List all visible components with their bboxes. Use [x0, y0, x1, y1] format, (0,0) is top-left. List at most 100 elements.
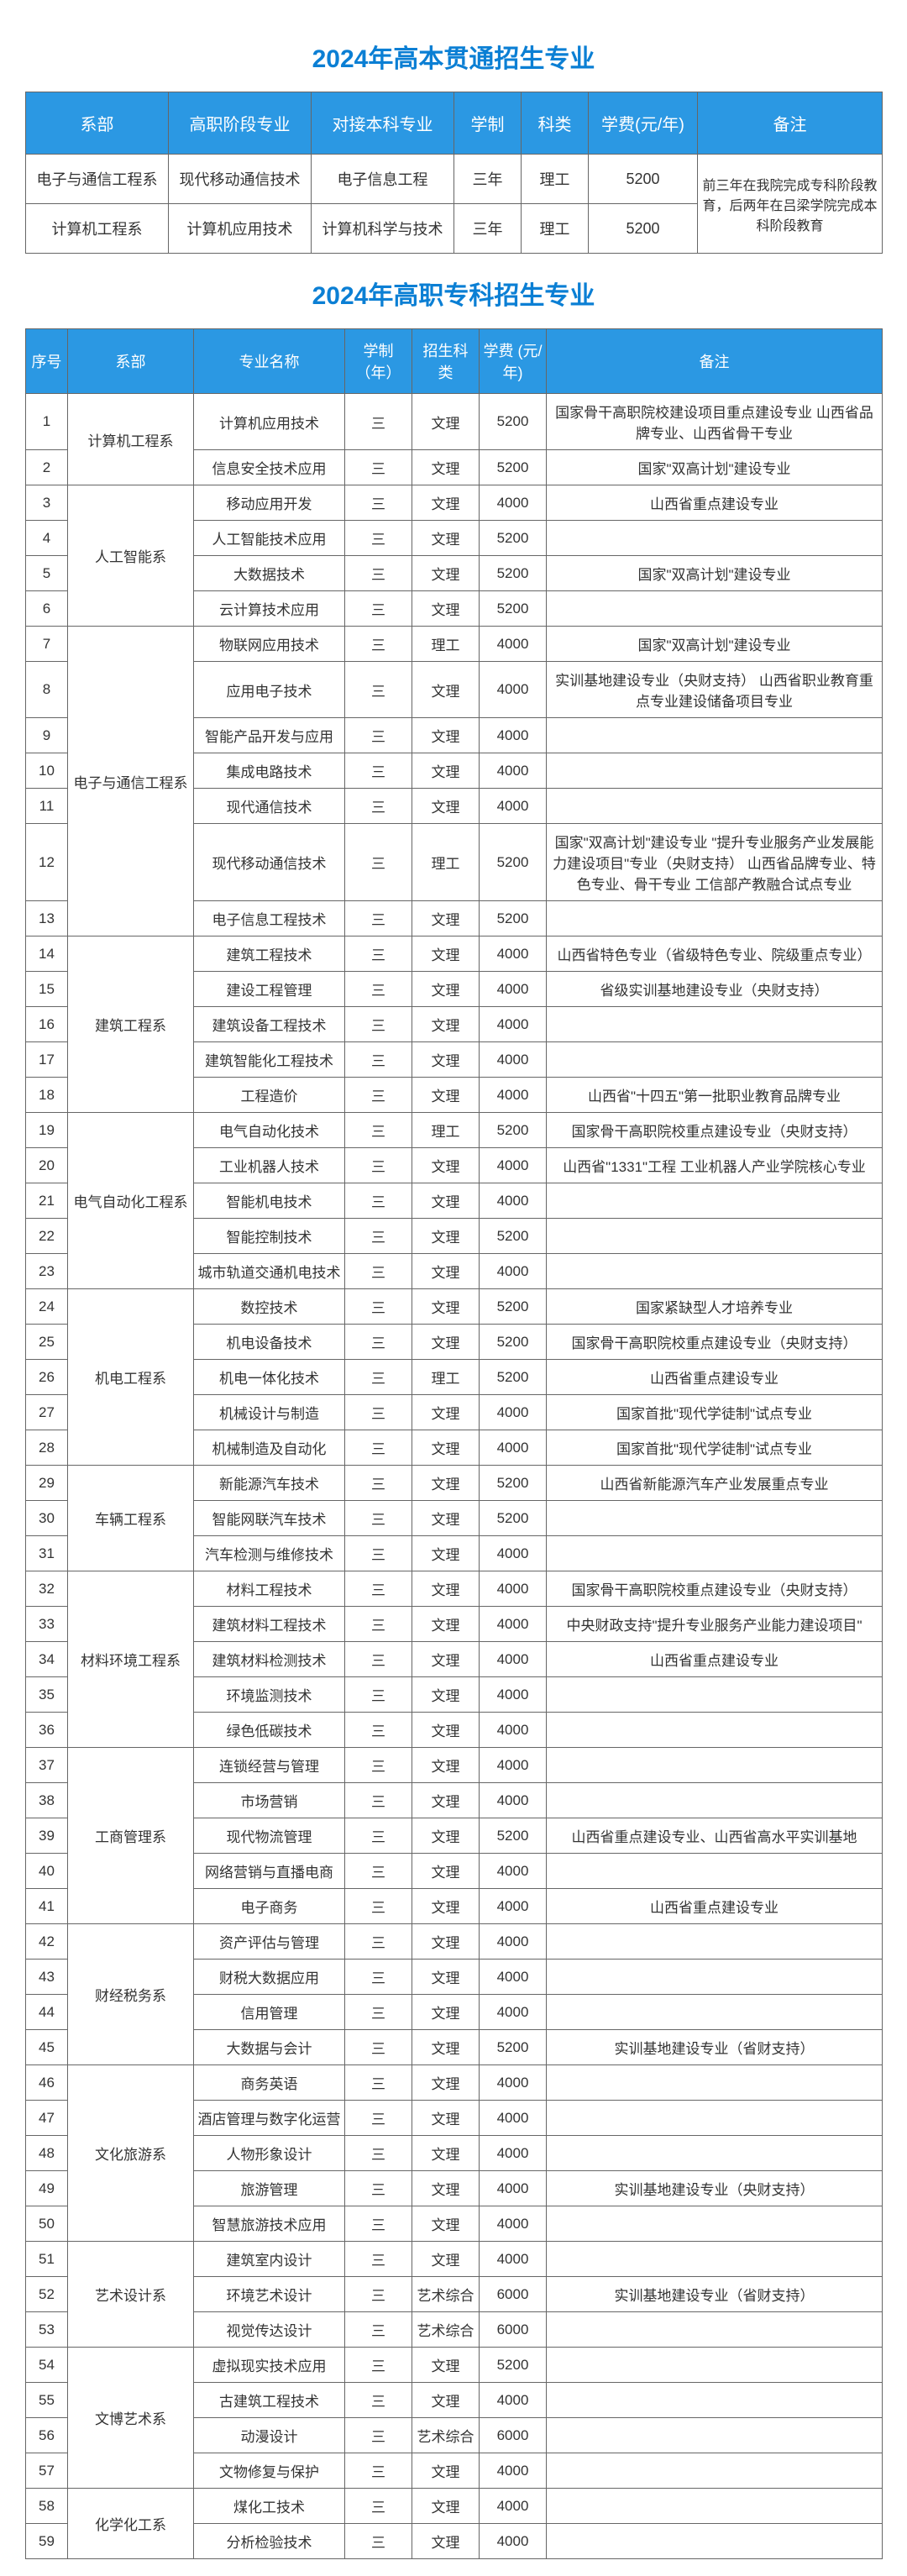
- table-cell: 三: [345, 972, 412, 1007]
- table-cell: 国家"双高计划"建设专业: [547, 450, 883, 485]
- row-num: 59: [26, 2524, 68, 2559]
- row-num: 5: [26, 556, 68, 591]
- table-cell: 4000: [480, 1042, 547, 1078]
- table-cell: 5200: [480, 2030, 547, 2065]
- table-cell: 文理: [412, 901, 480, 936]
- table-cell: 信息安全技术应用: [194, 450, 345, 485]
- table-row: 电子与通信工程系现代移动通信技术电子信息工程三年理工5200前三年在我院完成专科…: [26, 155, 883, 204]
- table-cell: 山西省新能源汽车产业发展重点专业: [547, 1466, 883, 1501]
- table-cell: [547, 1995, 883, 2030]
- row-num: 27: [26, 1395, 68, 1430]
- table-cell: 三: [345, 753, 412, 789]
- table-cell: 大数据技术: [194, 556, 345, 591]
- table-cell: 4000: [480, 718, 547, 753]
- table-cell: 5200: [480, 824, 547, 901]
- table-cell: 三: [345, 2030, 412, 2065]
- table-cell: 分析检验技术: [194, 2524, 345, 2559]
- table-cell: 三: [345, 450, 412, 485]
- table-cell: 电子信息工程: [312, 155, 454, 204]
- row-num: 26: [26, 1360, 68, 1395]
- table-cell: 建筑智能化工程技术: [194, 1042, 345, 1078]
- table-cell: 4000: [480, 2489, 547, 2524]
- table-cell: 三: [345, 1571, 412, 1607]
- table-cell: 文理: [412, 1007, 480, 1042]
- table-cell: 5200: [589, 155, 698, 204]
- table-cell: 实训基地建设专业（央财支持） 山西省职业教育重点专业建设储备项目专业: [547, 662, 883, 718]
- table-header: 备注: [547, 329, 883, 394]
- dept-cell: 机电工程系: [68, 1289, 194, 1466]
- dept-cell: 文博艺术系: [68, 2348, 194, 2489]
- table-cell: 4000: [480, 972, 547, 1007]
- table-row: 37工商管理系连锁经营与管理三文理4000: [26, 1748, 883, 1783]
- table-row: 46文化旅游系商务英语三文理4000: [26, 2065, 883, 2101]
- table-cell: [547, 789, 883, 824]
- table-cell: 文理: [412, 1854, 480, 1889]
- table-header: 招生科类: [412, 329, 480, 394]
- table-cell: 移动应用开发: [194, 485, 345, 521]
- table-cell: 财税大数据应用: [194, 1960, 345, 1995]
- dept-cell: 财经税务系: [68, 1924, 194, 2065]
- table-cell: 4000: [480, 936, 547, 972]
- table-cell: 建筑工程技术: [194, 936, 345, 972]
- table-cell: 城市轨道交通机电技术: [194, 1254, 345, 1289]
- table-cell: 文理: [412, 1960, 480, 1995]
- table-cell: 集成电路技术: [194, 753, 345, 789]
- table-cell: 国家骨干高职院校重点建设专业（央财支持）: [547, 1571, 883, 1607]
- table-cell: [547, 2065, 883, 2101]
- table-cell: 5200: [480, 591, 547, 627]
- table-cell: [547, 1854, 883, 1889]
- table-cell: 三: [345, 901, 412, 936]
- row-num: 45: [26, 2030, 68, 2065]
- table-cell: 山西省"1331"工程 工业机器人产业学院核心专业: [547, 1148, 883, 1183]
- table-header: 序号: [26, 329, 68, 394]
- table-cell: 4000: [480, 1713, 547, 1748]
- table-cell: 4000: [480, 485, 547, 521]
- table-cell: 实训基地建设专业（央财支持）: [547, 2171, 883, 2206]
- table-header: 对接本科专业: [312, 92, 454, 155]
- table-cell: 文理: [412, 1430, 480, 1466]
- dept-cell: 材料环境工程系: [68, 1571, 194, 1748]
- row-num: 49: [26, 2171, 68, 2206]
- table-cell: 4000: [480, 1536, 547, 1571]
- table-cell: 三: [345, 1960, 412, 1995]
- table-cell: 物联网应用技术: [194, 627, 345, 662]
- table-cell: 4000: [480, 1960, 547, 1995]
- table-cell: 建设工程管理: [194, 972, 345, 1007]
- row-num: 38: [26, 1783, 68, 1818]
- table-cell: 理工: [412, 824, 480, 901]
- row-num: 50: [26, 2206, 68, 2242]
- table-cell: 文理: [412, 1889, 480, 1924]
- table-cell: 文理: [412, 1466, 480, 1501]
- row-num: 20: [26, 1148, 68, 1183]
- row-num: 4: [26, 521, 68, 556]
- table-cell: 4000: [480, 1430, 547, 1466]
- table-cell: [547, 718, 883, 753]
- table-cell: 三: [345, 1254, 412, 1289]
- table-cell: 文理: [412, 1183, 480, 1219]
- dept-cell: 艺术设计系: [68, 2242, 194, 2348]
- row-num: 10: [26, 753, 68, 789]
- table-cell: 文理: [412, 1042, 480, 1078]
- table-cell: 资产评估与管理: [194, 1924, 345, 1960]
- table-cell: 文理: [412, 753, 480, 789]
- table-cell: 三: [345, 2524, 412, 2559]
- table-cell: 文理: [412, 789, 480, 824]
- table-cell: [547, 1254, 883, 1289]
- table-cell: 三: [345, 1430, 412, 1466]
- table-cell: 计算机应用技术: [169, 204, 312, 254]
- table-cell: 三: [345, 2171, 412, 2206]
- table-remark: 前三年在我院完成专科阶段教育，后两年在吕梁学院完成本科阶段教育: [698, 155, 883, 254]
- table-cell: 4000: [480, 1007, 547, 1042]
- row-num: 56: [26, 2418, 68, 2453]
- table-cell: 文理: [412, 1219, 480, 1254]
- table-cell: 三: [345, 1007, 412, 1042]
- table-cell: 文理: [412, 1995, 480, 2030]
- table-cell: 人工智能技术应用: [194, 521, 345, 556]
- table-cell: 理工: [412, 627, 480, 662]
- table-2: 序号系部专业名称学制（年）招生科类学费 (元/年)备注 1计算机工程系计算机应用…: [25, 328, 883, 2559]
- table-cell: 文理: [412, 2348, 480, 2383]
- table-cell: 国家骨干高职院校建设项目重点建设专业 山西省品牌专业、山西省骨干专业: [547, 394, 883, 450]
- table-cell: 6000: [480, 2277, 547, 2312]
- table-cell: 三: [345, 1183, 412, 1219]
- table-cell: 建筑室内设计: [194, 2242, 345, 2277]
